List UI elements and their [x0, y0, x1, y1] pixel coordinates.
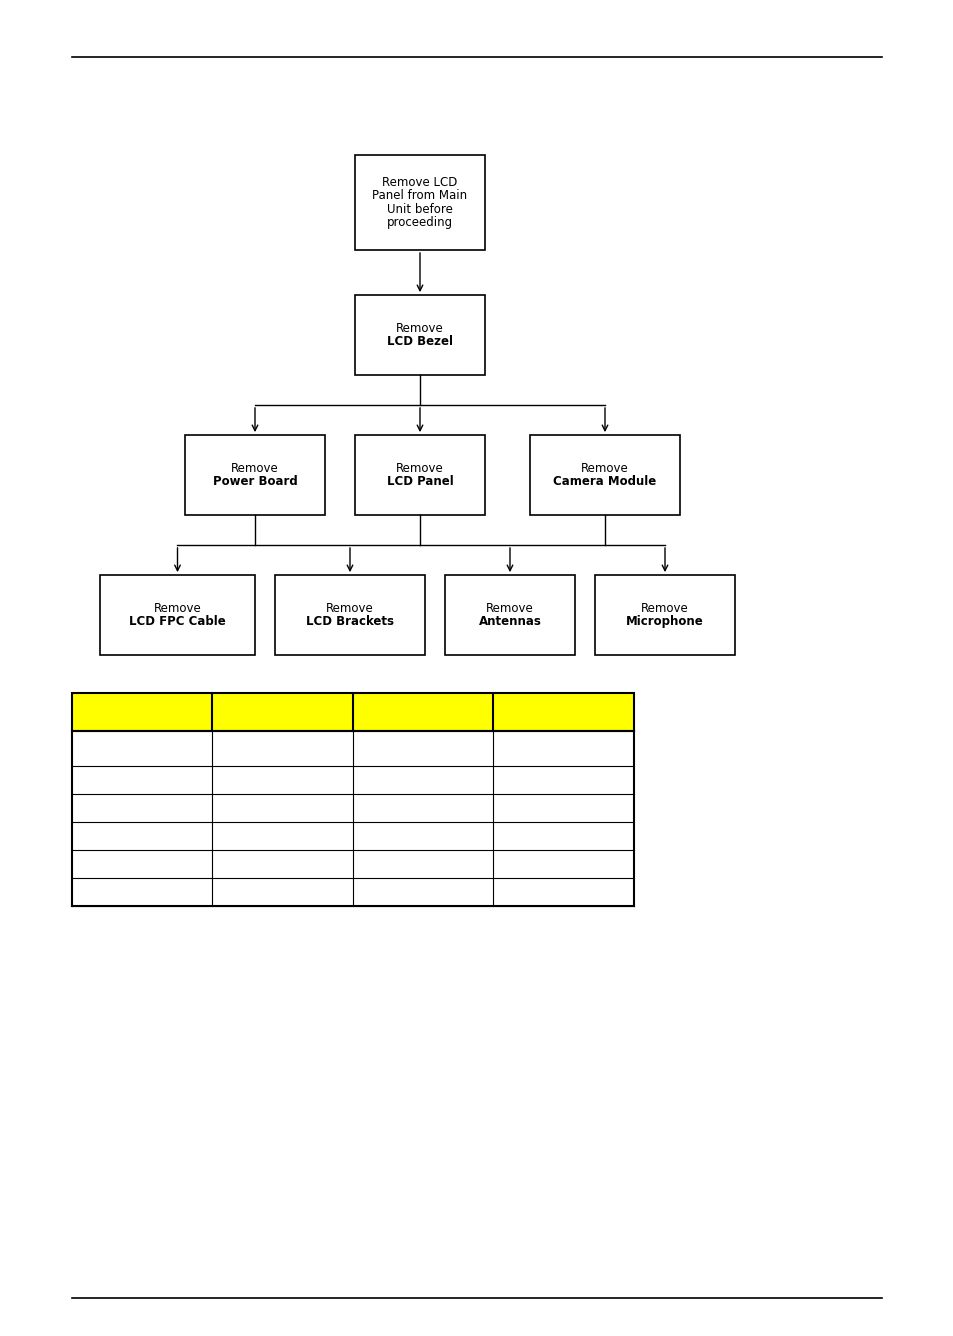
Bar — [444, 574, 575, 655]
Bar — [100, 574, 254, 655]
Text: LCD Brackets: LCD Brackets — [306, 615, 394, 628]
Text: Antennas: Antennas — [478, 615, 541, 628]
Bar — [595, 574, 734, 655]
Text: Remove: Remove — [486, 603, 534, 615]
Text: Remove: Remove — [640, 603, 688, 615]
Text: Microphone: Microphone — [625, 615, 703, 628]
Text: Panel from Main: Panel from Main — [372, 190, 467, 203]
Text: proceeding: proceeding — [387, 215, 453, 228]
Text: Remove: Remove — [395, 462, 443, 474]
Text: Camera Module: Camera Module — [553, 476, 656, 488]
Text: Remove LCD: Remove LCD — [382, 176, 457, 190]
Bar — [355, 295, 484, 375]
Bar — [355, 436, 484, 514]
Text: Unit before: Unit before — [387, 203, 453, 215]
Text: Remove: Remove — [153, 603, 201, 615]
Bar — [185, 436, 325, 514]
Bar — [71, 693, 634, 731]
Text: Remove: Remove — [231, 462, 278, 474]
Text: Power Board: Power Board — [213, 476, 297, 488]
Text: LCD Bezel: LCD Bezel — [387, 335, 453, 349]
Text: LCD FPC Cable: LCD FPC Cable — [129, 615, 226, 628]
Bar — [355, 155, 484, 250]
Bar — [530, 436, 679, 514]
Text: Remove: Remove — [580, 462, 628, 474]
Text: Remove: Remove — [326, 603, 374, 615]
Text: LCD Panel: LCD Panel — [386, 476, 453, 488]
Bar — [274, 574, 424, 655]
Text: Remove: Remove — [395, 322, 443, 335]
